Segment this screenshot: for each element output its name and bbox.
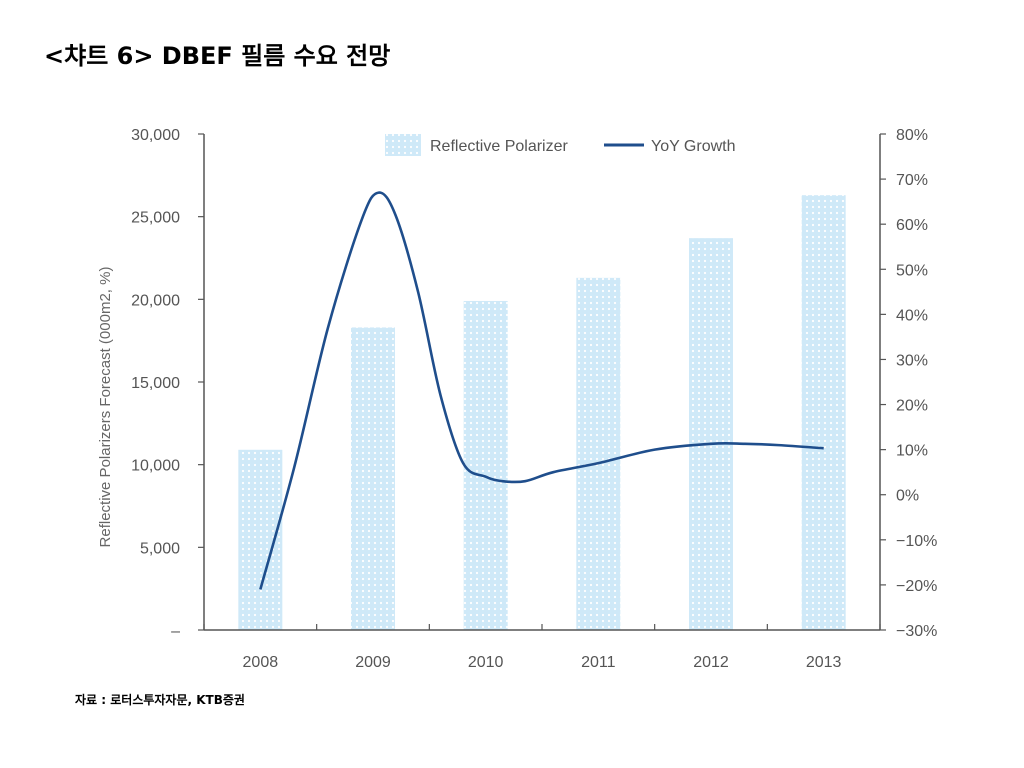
bar-2009 (351, 327, 395, 630)
y-tick-label-right: 70% (896, 172, 928, 189)
y-tick-label-left: 20,000 (131, 292, 180, 309)
legend-line-label: YoY Growth (651, 138, 736, 155)
x-tick-label-2013: 2013 (806, 654, 842, 671)
x-tick-label-2009: 2009 (355, 654, 391, 671)
y-tick-label-right: 50% (896, 262, 928, 279)
line-layer (259, 191, 824, 590)
y-tick-label-left: 30,000 (131, 127, 180, 144)
y-tick-label-left: – (171, 623, 180, 640)
x-tick-label-2010: 2010 (468, 654, 504, 671)
bar-2010 (463, 300, 508, 630)
bars-layer (238, 195, 846, 630)
y-tick-label-left: 15,000 (131, 375, 180, 392)
y-tick-label-right: 40% (896, 307, 928, 324)
source-note: 자료 : 로터스투자자문, KTB증권 (75, 693, 245, 707)
y-tick-label-right: −10% (896, 533, 937, 550)
y-tick-label-right: −30% (896, 623, 937, 640)
slide-title: <챠트 6> DBEF 필름 수요 전망 (44, 42, 391, 70)
axes-layer (198, 133, 886, 631)
legend: Reflective Polarizer YoY Growth (385, 134, 736, 156)
x-tick-label-2011: 2011 (581, 654, 616, 671)
y-tick-label-left: 5,000 (140, 540, 180, 557)
bar-2011 (576, 277, 621, 630)
y-tick-label-right: 20% (896, 398, 928, 415)
legend-bar-swatch (385, 134, 421, 156)
y-axis-title: Reflective Polarizers Forecast (000m2, %… (97, 267, 114, 548)
yoy-growth-line (259, 191, 824, 590)
y-tick-label-right: 30% (896, 352, 928, 369)
y-tick-label-right: 80% (896, 127, 928, 144)
bar-2008 (238, 449, 283, 630)
x-tick-label-2012: 2012 (693, 654, 729, 671)
x-tick-label-2008: 2008 (243, 654, 279, 671)
y-tick-label-right: −20% (896, 578, 937, 595)
y-tick-label-right: 60% (896, 217, 928, 234)
y-tick-label-right: 10% (896, 443, 928, 460)
bar-2012 (689, 238, 733, 630)
bar-2013 (801, 195, 846, 630)
labels-layer: – 5,000 10,000 15,000 20,000 25,000 30,000 −30%… (131, 127, 937, 671)
legend-bar-label: Reflective Polarizer (430, 138, 569, 155)
y-tick-label-left: 10,000 (131, 458, 180, 475)
y-tick-label-left: 25,000 (131, 210, 180, 227)
y-tick-label-right: 0% (896, 488, 919, 505)
